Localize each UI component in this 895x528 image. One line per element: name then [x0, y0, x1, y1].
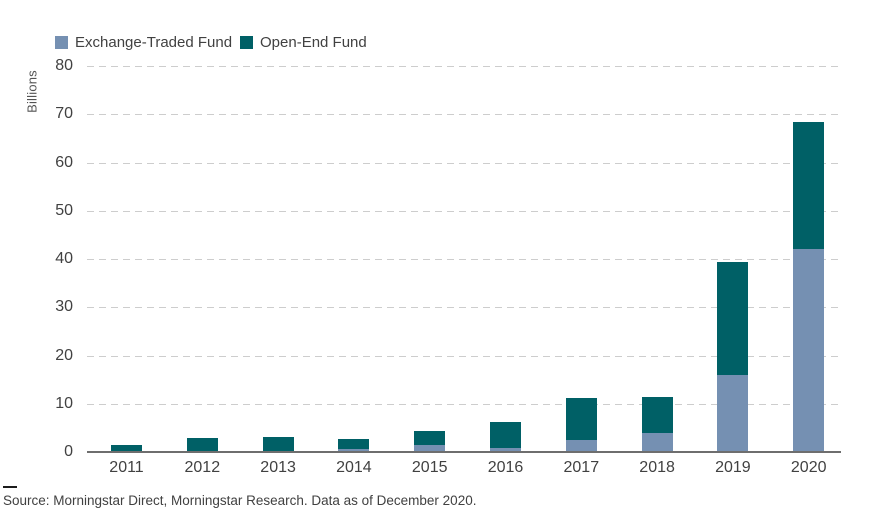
- x-tick-label-2013: 2013: [260, 459, 296, 476]
- y-tick-label-20: 20: [55, 346, 73, 364]
- bar-2018-oef-segment: [641, 397, 673, 433]
- x-tick-label-2020: 2020: [790, 459, 827, 476]
- grid-line-80: [87, 66, 841, 67]
- grid-line-70: [87, 114, 841, 116]
- etf-square-swatch-icon: [55, 36, 68, 49]
- bar-2020-etf-segment: [793, 249, 825, 452]
- source-note: Source: Morningstar Direct, Morningstar …: [3, 493, 477, 508]
- bar-2014-oef-segment: [338, 438, 370, 450]
- bar-2017-etf-segment: [565, 439, 597, 452]
- grid-line-60: [87, 162, 841, 164]
- y-tick-label-50: 50: [55, 201, 73, 219]
- bar-2020-oef-segment: [793, 122, 825, 250]
- y-tick-label-30: 30: [55, 298, 73, 316]
- bar-2015-etf-segment: [414, 445, 446, 452]
- grid-line-10: [87, 403, 841, 405]
- x-axis-line: [87, 451, 841, 453]
- y-tick-label-40: 40: [55, 250, 73, 267]
- x-tick-label-2016: 2016: [487, 459, 524, 476]
- grid-line-40: [87, 259, 841, 260]
- grid-line-30: [87, 307, 841, 309]
- oef-square-swatch-icon: [240, 36, 253, 49]
- y-tick-label-60: 60: [55, 153, 73, 171]
- bar-2017-oef-segment: [565, 398, 597, 440]
- bar-2012-oef-segment: [186, 438, 218, 452]
- x-tick-label-2012: 2012: [184, 459, 221, 476]
- y-tick-label-70: 70: [55, 105, 73, 123]
- bar-2016-etf-segment: [490, 447, 521, 452]
- legend-label-etf: Exchange-Traded Fund: [75, 34, 233, 51]
- x-tick-label-2018: 2018: [639, 459, 675, 476]
- x-tick-label-2014: 2014: [336, 459, 372, 476]
- grid-line-20: [87, 355, 841, 357]
- bar-2011-oef-segment: [111, 445, 142, 452]
- source-divider-dash: [3, 486, 17, 488]
- x-tick-label-2017: 2017: [563, 459, 600, 476]
- bar-2013-oef-segment: [262, 436, 294, 451]
- bar-2014-etf-segment: [338, 449, 370, 452]
- bar-2018-etf-segment: [641, 432, 673, 452]
- bar-2019-etf-segment: [717, 374, 749, 452]
- grid-line-50: [87, 210, 841, 212]
- x-tick-label-2011: 2011: [109, 459, 144, 476]
- legend-item-open-end-fund: Open-End Fund: [240, 34, 367, 51]
- legend-item-exchange-traded-fund: Exchange-Traded Fund: [55, 34, 233, 51]
- bar-2015-oef-segment: [414, 430, 446, 446]
- plot-area: [87, 66, 841, 453]
- legend-label-oef: Open-End Fund: [260, 34, 367, 51]
- y-tick-label-10: 10: [55, 394, 73, 412]
- x-tick-label-2019: 2019: [715, 459, 751, 476]
- bar-2019-oef-segment: [717, 262, 749, 375]
- x-tick-label-2015: 2015: [411, 459, 448, 476]
- y-tick-label-80: 80: [55, 57, 73, 74]
- y-tick-label-0: 0: [64, 443, 73, 460]
- bar-2016-oef-segment: [490, 421, 521, 448]
